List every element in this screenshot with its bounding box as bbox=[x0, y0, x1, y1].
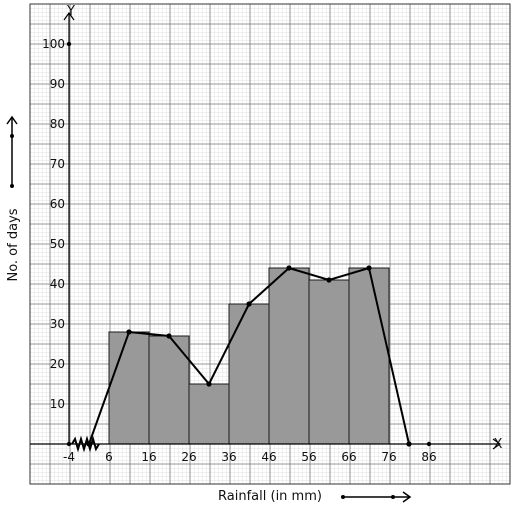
y-tick-label: 30 bbox=[50, 317, 65, 331]
polygon-point bbox=[246, 301, 252, 307]
histogram-bar bbox=[228, 303, 270, 445]
x-axis-title: Rainfall (in mm) bbox=[218, 489, 322, 504]
y-axis-arrowhead bbox=[63, 11, 75, 21]
polygon-point bbox=[326, 277, 332, 283]
x-tick-label: 46 bbox=[261, 450, 276, 464]
x-tick-label: 26 bbox=[181, 450, 196, 464]
y-tick-labels: 10 20 30 40 50 60 70 80 90 100 bbox=[42, 37, 65, 411]
y-tick-label: 90 bbox=[50, 77, 65, 91]
histogram-bar bbox=[308, 279, 350, 445]
x-axis-arrowhead bbox=[492, 438, 502, 450]
histogram-bar bbox=[188, 383, 230, 445]
origin-point bbox=[66, 441, 72, 447]
polygon-point bbox=[366, 265, 372, 271]
y-tick-label: 60 bbox=[50, 197, 65, 211]
x-tick-label: 36 bbox=[221, 450, 236, 464]
histogram-bar bbox=[108, 331, 150, 445]
y-tick-label: 40 bbox=[50, 277, 65, 291]
y-axis-top-point bbox=[66, 41, 72, 47]
x-tick-label: 76 bbox=[381, 450, 396, 464]
y-tick-label: 10 bbox=[50, 397, 65, 411]
y-axis-letter: Y bbox=[66, 4, 75, 19]
polygon-point bbox=[206, 381, 212, 387]
x-tick-label: 86 bbox=[421, 450, 436, 464]
polygon-point bbox=[126, 329, 132, 335]
y-tick-label: 80 bbox=[50, 117, 65, 131]
y-direction-arrow bbox=[6, 115, 18, 188]
x-tick-label: 6 bbox=[105, 450, 113, 464]
x-tick-label: 16 bbox=[141, 450, 156, 464]
plot-border bbox=[29, 3, 511, 485]
x-axis-end-point bbox=[426, 441, 432, 447]
polygon-point bbox=[166, 333, 172, 339]
y-axis-title: No. of days bbox=[6, 208, 21, 281]
y-tick-label: 70 bbox=[50, 157, 65, 171]
histogram-bar bbox=[148, 335, 190, 445]
y-tick-label: 20 bbox=[50, 357, 65, 371]
y-tick-label: 100 bbox=[42, 37, 65, 51]
histogram-bar bbox=[268, 267, 310, 445]
histogram-bars bbox=[108, 267, 390, 445]
x-tick-label: 56 bbox=[301, 450, 316, 464]
x-direction-arrow bbox=[341, 491, 412, 503]
x-tick-labels: -4 6 16 26 36 46 56 66 76 86 bbox=[63, 450, 437, 464]
x-tick-label: -4 bbox=[63, 450, 75, 464]
histogram-bar bbox=[348, 267, 390, 445]
polygon-point bbox=[286, 265, 292, 271]
x-tick-label: 66 bbox=[341, 450, 356, 464]
axis-break-zigzag bbox=[71, 435, 100, 453]
x-axis-letter: X bbox=[494, 437, 503, 452]
axes bbox=[30, 11, 502, 453]
frequency-polygon bbox=[86, 265, 412, 447]
y-tick-label: 50 bbox=[50, 237, 65, 251]
